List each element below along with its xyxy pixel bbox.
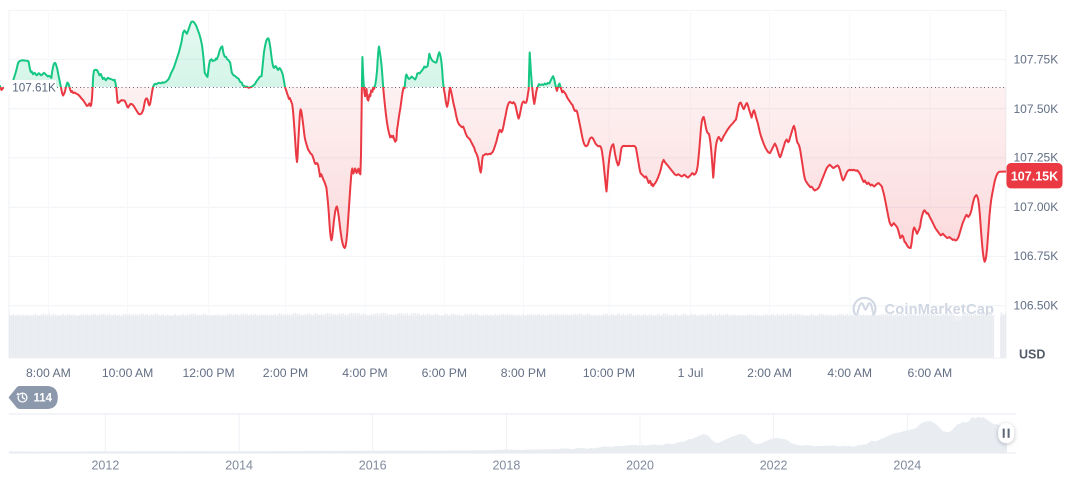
svg-text:106.75K: 106.75K	[1014, 249, 1059, 263]
svg-text:107.75K: 107.75K	[1014, 53, 1059, 67]
svg-text:CoinMarketCap: CoinMarketCap	[885, 302, 995, 318]
svg-text:10:00 PM: 10:00 PM	[583, 366, 635, 380]
svg-text:107.61K: 107.61K	[12, 81, 56, 94]
svg-text:107.00K: 107.00K	[1014, 200, 1059, 214]
svg-text:12:00 PM: 12:00 PM	[183, 366, 235, 380]
svg-text:2014: 2014	[225, 459, 253, 473]
svg-text:106.50K: 106.50K	[1014, 299, 1059, 313]
svg-text:2024: 2024	[893, 459, 921, 473]
svg-text:2022: 2022	[760, 459, 788, 473]
svg-text:6:00 PM: 6:00 PM	[422, 366, 467, 380]
svg-text:8:00 AM: 8:00 AM	[26, 366, 71, 380]
svg-text:6:00 AM: 6:00 AM	[907, 366, 952, 380]
svg-text:107.15K: 107.15K	[1011, 170, 1058, 184]
svg-text:10:00 AM: 10:00 AM	[102, 366, 154, 380]
svg-text:2:00 PM: 2:00 PM	[263, 366, 308, 380]
svg-text:USD: USD	[1019, 348, 1045, 362]
svg-text:107.25K: 107.25K	[1014, 151, 1059, 165]
svg-text:114: 114	[34, 393, 53, 405]
svg-text:107.50K: 107.50K	[1014, 102, 1059, 116]
svg-text:4:00 PM: 4:00 PM	[342, 366, 387, 380]
svg-text:2020: 2020	[626, 459, 654, 473]
svg-text:2:00 AM: 2:00 AM	[747, 366, 792, 380]
svg-text:8:00 PM: 8:00 PM	[501, 366, 546, 380]
svg-text:2016: 2016	[359, 459, 387, 473]
svg-text:4:00 AM: 4:00 AM	[827, 366, 872, 380]
svg-text:1 Jul: 1 Jul	[678, 366, 704, 380]
svg-text:2012: 2012	[91, 459, 119, 473]
svg-text:2018: 2018	[492, 459, 520, 473]
